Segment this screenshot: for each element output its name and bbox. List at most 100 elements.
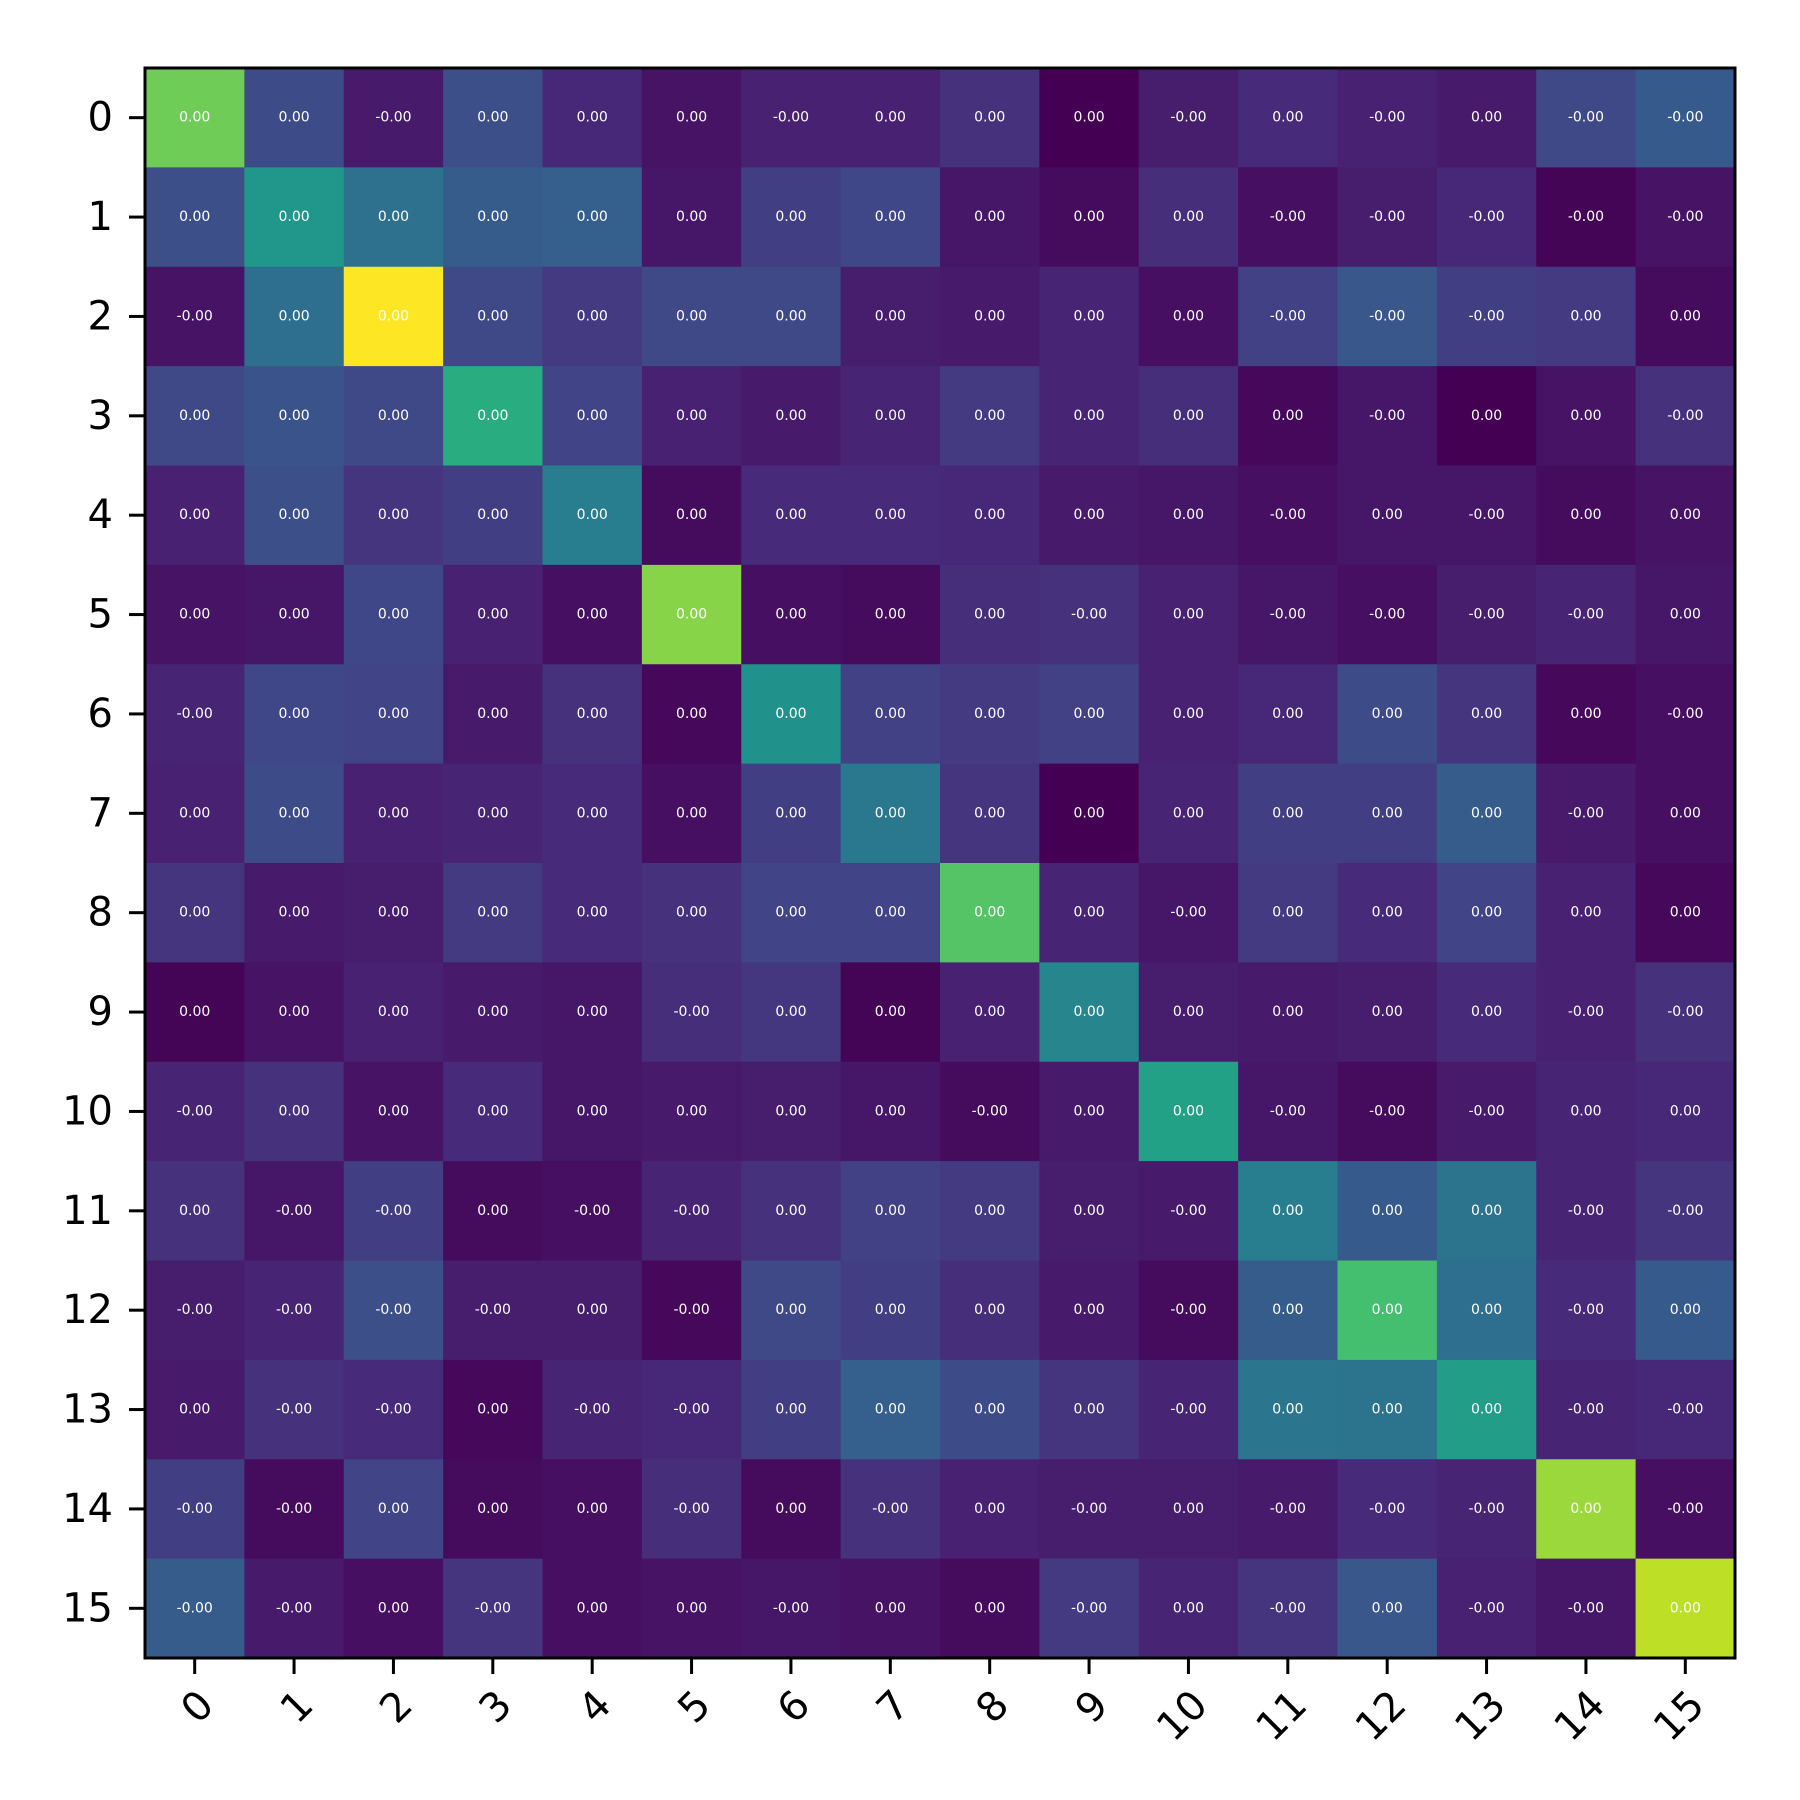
heatmap-cell-12-4 [542,1260,643,1361]
y-tick-label-1: 1 [88,194,113,240]
cell-label-7-7: 0.00 [875,805,906,821]
cell-label-12-15: 0.00 [1670,1302,1701,1318]
cell-label-6-13: 0.00 [1471,706,1502,722]
cell-label-4-10: 0.00 [1173,507,1204,523]
heatmap-cell-13-2 [343,1359,444,1460]
cell-label-7-0: 0.00 [179,805,210,821]
cell-label-9-13: 0.00 [1471,1004,1502,1020]
heatmap-cell-5-15 [1635,564,1736,665]
heatmap-cell-0-3 [443,68,544,168]
y-tick-label-12: 12 [62,1287,113,1333]
cell-label-11-9: 0.00 [1073,1203,1104,1219]
cell-label-7-1: 0.00 [278,805,309,821]
heatmap-cell-7-4 [542,763,643,864]
x-tick-label-6: 6 [769,1682,820,1733]
cell-label-10-10: 0.00 [1173,1103,1204,1119]
cell-label-7-5: 0.00 [676,805,707,821]
heatmap-cell-12-15 [1635,1260,1736,1361]
cell-label-3-14: 0.00 [1570,408,1601,424]
heatmap-cell-3-5 [641,366,742,467]
heatmap-cell-5-4 [542,564,643,665]
cell-label-8-12: 0.00 [1372,905,1403,921]
cell-label-3-5: 0.00 [676,408,707,424]
heatmap-cell-9-3 [443,962,544,1063]
heatmap-cell-3-11 [1238,366,1339,467]
heatmap-cell-7-0 [145,763,245,864]
cell-label-8-1: 0.00 [278,905,309,921]
heatmap-cell-2-10 [1138,266,1239,367]
cell-label-9-10: 0.00 [1173,1004,1204,1020]
heatmap-cell-13-12 [1337,1359,1438,1460]
heatmap-cell-4-12 [1337,465,1438,566]
cell-label-5-0: 0.00 [179,607,210,623]
heatmap-cell-6-15 [1635,664,1736,765]
cell-label-14-5: -0.00 [673,1501,709,1517]
cell-label-7-3: 0.00 [477,805,508,821]
cell-label-2-10: 0.00 [1173,308,1204,324]
heatmap-cell-1-3 [443,167,544,268]
cell-label-5-7: 0.00 [875,607,906,623]
cell-label-11-4: -0.00 [574,1203,610,1219]
heatmap-cell-5-8 [940,564,1040,665]
cell-label-11-7: 0.00 [875,1203,906,1219]
heatmap-cell-12-13 [1436,1260,1537,1361]
cell-label-1-5: 0.00 [676,209,707,225]
heatmap-cell-1-11 [1238,167,1339,268]
cell-label-2-4: 0.00 [577,308,608,324]
heatmap-cell-9-10 [1138,962,1239,1063]
cell-label-11-6: 0.00 [775,1203,806,1219]
heatmap-cell-1-2 [343,167,444,268]
cell-label-9-1: 0.00 [278,1004,309,1020]
heatmap-cell-9-2 [343,962,444,1063]
y-tick-label-4: 4 [88,492,113,538]
heatmap-cell-4-14 [1536,465,1637,566]
cell-label-13-8: 0.00 [974,1402,1005,1418]
heatmap-cell-7-9 [1039,763,1140,864]
cell-label-4-8: 0.00 [974,507,1005,523]
cell-label-10-11: -0.00 [1270,1103,1306,1119]
heatmap-cell-8-5 [641,863,742,963]
cell-label-0-2: -0.00 [375,110,411,126]
heatmap-cell-4-13 [1436,465,1537,566]
heatmap-cell-4-8 [940,465,1040,566]
cell-label-13-9: 0.00 [1073,1402,1104,1418]
heatmap-cell-8-12 [1337,863,1438,963]
plot-frame [143,66,1737,1660]
heatmap-cell-14-5 [641,1459,742,1560]
heatmap-cell-5-7 [840,564,941,665]
heatmap-cell-11-0 [145,1161,245,1262]
heatmap-cell-15-15 [1635,1558,1736,1659]
cell-label-7-15: 0.00 [1670,805,1701,821]
cell-label-4-12: 0.00 [1372,507,1403,523]
cell-label-13-7: 0.00 [875,1402,906,1418]
cell-label-11-14: -0.00 [1568,1203,1604,1219]
cell-label-15-15: 0.00 [1670,1600,1701,1616]
cell-label-11-8: 0.00 [974,1203,1005,1219]
heatmap-cell-14-14 [1536,1459,1637,1560]
heatmap-cell-1-9 [1039,167,1140,268]
cell-label-9-3: 0.00 [477,1004,508,1020]
cell-label-4-14: 0.00 [1570,507,1601,523]
cell-label-6-3: 0.00 [477,706,508,722]
cell-label-7-6: 0.00 [775,805,806,821]
heatmap-cell-1-14 [1536,167,1637,268]
cell-label-4-5: 0.00 [676,507,707,523]
heatmap-cell-11-14 [1536,1161,1637,1262]
cell-label-6-7: 0.00 [875,706,906,722]
cell-label-9-4: 0.00 [577,1004,608,1020]
heatmap-cell-14-11 [1238,1459,1339,1560]
y-tick-label-11: 11 [62,1188,113,1234]
heatmap-cell-15-12 [1337,1558,1438,1659]
cell-label-2-7: 0.00 [875,308,906,324]
cell-label-10-7: 0.00 [875,1103,906,1119]
heatmap-cell-2-14 [1536,266,1637,367]
heatmap-cell-9-0 [145,962,245,1063]
heatmap-cell-9-4 [542,962,643,1063]
cell-label-4-7: 0.00 [875,507,906,523]
cell-label-0-5: 0.00 [676,110,707,126]
cell-label-10-4: 0.00 [577,1103,608,1119]
heatmap-cell-4-4 [542,465,643,566]
cell-label-1-6: 0.00 [775,209,806,225]
heatmap-cell-9-8 [940,962,1040,1063]
heatmap-cell-6-11 [1238,664,1339,765]
